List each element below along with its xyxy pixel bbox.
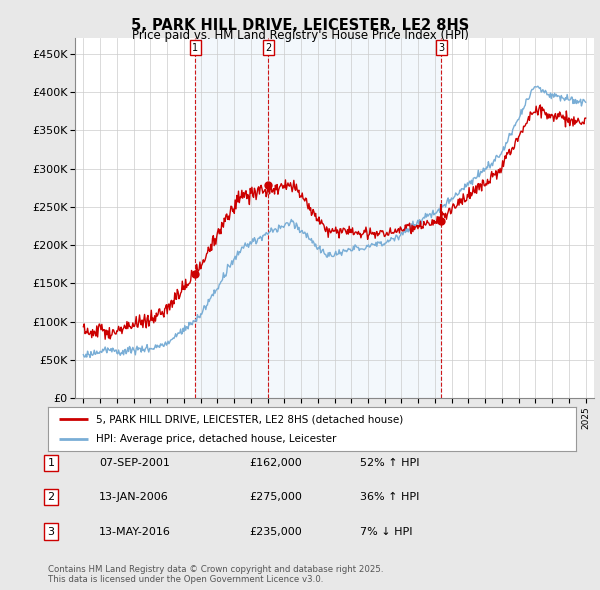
Text: 52% ↑ HPI: 52% ↑ HPI xyxy=(360,458,419,468)
Text: 13-MAY-2016: 13-MAY-2016 xyxy=(99,527,171,536)
Text: 7% ↓ HPI: 7% ↓ HPI xyxy=(360,527,413,536)
Text: 36% ↑ HPI: 36% ↑ HPI xyxy=(360,493,419,502)
Text: 1: 1 xyxy=(192,42,198,53)
Text: £275,000: £275,000 xyxy=(249,493,302,502)
Text: 5, PARK HILL DRIVE, LEICESTER, LE2 8HS: 5, PARK HILL DRIVE, LEICESTER, LE2 8HS xyxy=(131,18,469,32)
Text: 07-SEP-2001: 07-SEP-2001 xyxy=(99,458,170,468)
Text: 1: 1 xyxy=(47,458,55,468)
Text: £235,000: £235,000 xyxy=(249,527,302,536)
Text: 13-JAN-2006: 13-JAN-2006 xyxy=(99,493,169,502)
Text: HPI: Average price, detached house, Leicester: HPI: Average price, detached house, Leic… xyxy=(95,434,336,444)
Text: Contains HM Land Registry data © Crown copyright and database right 2025.
This d: Contains HM Land Registry data © Crown c… xyxy=(48,565,383,584)
Text: 3: 3 xyxy=(438,42,444,53)
Text: £162,000: £162,000 xyxy=(249,458,302,468)
Text: 3: 3 xyxy=(47,527,55,536)
Text: 5, PARK HILL DRIVE, LEICESTER, LE2 8HS (detached house): 5, PARK HILL DRIVE, LEICESTER, LE2 8HS (… xyxy=(95,414,403,424)
Text: 2: 2 xyxy=(265,42,271,53)
Text: Price paid vs. HM Land Registry's House Price Index (HPI): Price paid vs. HM Land Registry's House … xyxy=(131,30,469,42)
Bar xyxy=(195,38,441,398)
Text: 2: 2 xyxy=(47,493,55,502)
